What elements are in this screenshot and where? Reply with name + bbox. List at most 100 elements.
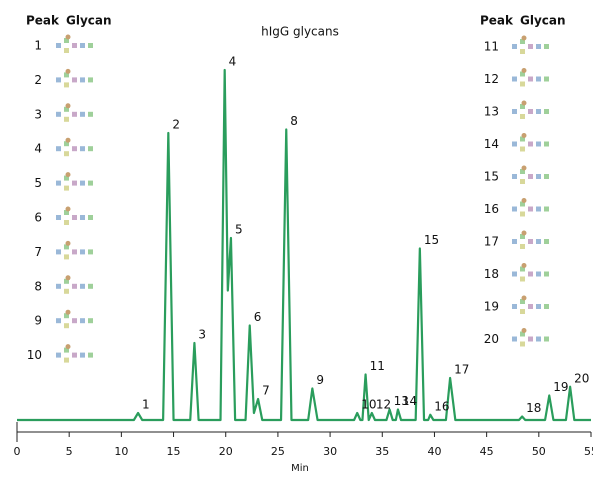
glycan-icon bbox=[64, 254, 69, 260]
glycan-icon bbox=[521, 295, 527, 301]
glycan-icon bbox=[536, 304, 541, 309]
glycan-icon bbox=[521, 198, 527, 203]
glycan-icon bbox=[80, 215, 85, 220]
x-axis-label: Min bbox=[291, 463, 309, 474]
glycan-icon bbox=[544, 336, 549, 342]
x-tick-label: 40 bbox=[427, 445, 441, 458]
glycan-icon bbox=[520, 179, 525, 184]
glycan-icon bbox=[88, 146, 93, 152]
glycan-icon bbox=[536, 109, 541, 114]
glycan-icon bbox=[64, 347, 69, 353]
legend-peak: 18 bbox=[484, 267, 499, 281]
x-tick-label: 10 bbox=[114, 445, 128, 458]
glycan-icon bbox=[528, 206, 533, 212]
legend-peak: 14 bbox=[484, 137, 499, 151]
glycan-icon bbox=[536, 174, 541, 179]
peak-label: 14 bbox=[402, 394, 417, 408]
x-tick-label: 15 bbox=[167, 445, 181, 458]
glycan-icon bbox=[64, 278, 69, 284]
glycan-icon bbox=[520, 211, 525, 217]
glycan-icon bbox=[72, 352, 77, 358]
legend-peak: 20 bbox=[484, 332, 499, 346]
x-tick-label: 25 bbox=[271, 445, 285, 458]
peak-label: 15 bbox=[424, 233, 439, 247]
glycan-icon bbox=[512, 109, 517, 114]
glycan-icon bbox=[65, 137, 71, 143]
glycan-icon bbox=[56, 180, 61, 186]
glycan-icon bbox=[536, 141, 541, 147]
glycan-icon bbox=[65, 309, 71, 315]
glycan-icon bbox=[65, 103, 71, 109]
glycan-icon bbox=[64, 313, 69, 319]
trace bbox=[17, 68, 591, 422]
glycan-icon bbox=[512, 304, 517, 309]
glycan-icon bbox=[64, 72, 69, 78]
legend-peak: 8 bbox=[34, 279, 42, 293]
glycan-icon bbox=[88, 111, 93, 117]
x-tick-label: 0 bbox=[14, 445, 21, 458]
glycan-icon bbox=[56, 352, 61, 358]
glycan-icon bbox=[521, 328, 527, 333]
peak-label: 3 bbox=[198, 328, 206, 342]
legend-header: Glycan bbox=[520, 14, 566, 28]
glycan-icon bbox=[521, 133, 527, 138]
glycan-icon bbox=[536, 271, 541, 277]
peak-label: 13 bbox=[394, 394, 409, 408]
legend-peak: 19 bbox=[484, 300, 499, 314]
glycan-icon bbox=[88, 283, 93, 289]
chart-title: hIgG glycans bbox=[261, 25, 339, 39]
peak-label: 11 bbox=[370, 359, 385, 373]
glycan-icon bbox=[88, 249, 93, 255]
legend-peak: 7 bbox=[34, 245, 42, 259]
glycan-icon bbox=[64, 106, 69, 112]
glycan-icon bbox=[72, 77, 77, 83]
glycan-icon bbox=[512, 141, 517, 147]
peak-label: 4 bbox=[229, 55, 237, 69]
legend-peak: 13 bbox=[484, 105, 499, 119]
glycan-icon bbox=[536, 336, 541, 342]
glycan-icon bbox=[72, 43, 77, 48]
glycan-icon bbox=[64, 244, 69, 250]
glycan-icon bbox=[520, 299, 525, 304]
glycan-icon bbox=[72, 146, 77, 152]
glycan-icon bbox=[80, 249, 85, 255]
glycan-icon bbox=[521, 165, 527, 171]
legend-header: Peak bbox=[480, 14, 514, 28]
peak-label: 20 bbox=[574, 371, 589, 385]
legend-peak: 1 bbox=[34, 39, 42, 53]
glycan-icon bbox=[512, 174, 517, 179]
legend-peak: 17 bbox=[484, 235, 499, 249]
glycan-icon bbox=[544, 239, 549, 244]
glycan-icon bbox=[520, 331, 525, 337]
peak-label: 16 bbox=[434, 399, 449, 413]
glycan-icon bbox=[72, 318, 77, 324]
glycan-icon bbox=[520, 136, 525, 142]
glycan-icon bbox=[80, 352, 85, 358]
glycan-icon bbox=[72, 215, 77, 220]
glycan-icon bbox=[544, 76, 549, 82]
glycan-icon bbox=[520, 146, 525, 152]
glycan-icon bbox=[72, 283, 77, 289]
glycan-icon bbox=[56, 43, 61, 48]
glycan-icon bbox=[80, 180, 85, 186]
glycan-icon bbox=[521, 263, 527, 268]
peak-label: 6 bbox=[254, 310, 262, 324]
legend-peak: 15 bbox=[484, 170, 499, 184]
legend-peak: 9 bbox=[34, 314, 42, 328]
glycan-icon bbox=[528, 44, 533, 49]
glycan-icon bbox=[528, 336, 533, 342]
glycan-icon bbox=[521, 68, 527, 73]
glycan-icon bbox=[56, 77, 61, 83]
glycan-icon bbox=[65, 34, 71, 40]
glycan-icon bbox=[80, 146, 85, 152]
glycan-icon bbox=[520, 234, 525, 239]
glycan-icon bbox=[544, 141, 549, 147]
glycan-icon bbox=[65, 172, 71, 178]
glycan-icon bbox=[56, 283, 61, 289]
glycan-icon bbox=[536, 239, 541, 244]
glycan-icon bbox=[56, 146, 61, 152]
peak-label: 9 bbox=[316, 373, 324, 387]
peak-label: 1 bbox=[142, 398, 150, 412]
glycan-icon bbox=[544, 206, 549, 212]
glycan-icon bbox=[64, 48, 69, 53]
